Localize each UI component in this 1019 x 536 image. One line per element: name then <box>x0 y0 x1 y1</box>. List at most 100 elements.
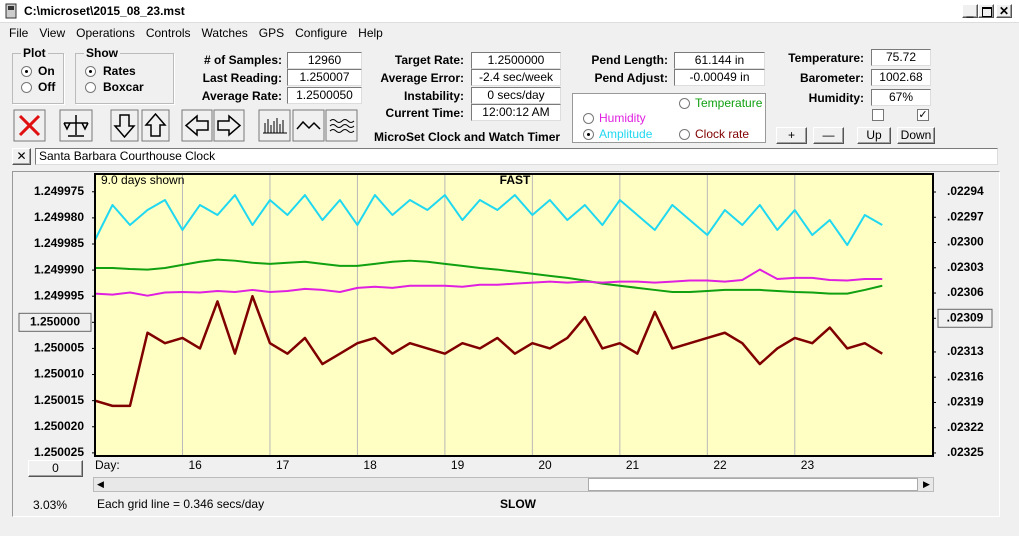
right-button[interactable] <box>213 109 245 142</box>
y2-tick-label: .02303 <box>947 260 984 274</box>
line-button[interactable] <box>292 109 325 142</box>
field-value: 61.144 in <box>674 52 765 69</box>
y2-tick-label: .02316 <box>947 369 984 383</box>
menu-item[interactable]: View <box>39 26 66 40</box>
left-button[interactable] <box>181 109 213 142</box>
field-label: Last Reading: <box>202 71 282 85</box>
series-radio[interactable] <box>583 129 594 140</box>
up-button[interactable] <box>141 109 170 142</box>
clear-button[interactable]: ✕ <box>12 148 31 165</box>
radio[interactable] <box>85 82 96 93</box>
menu-item[interactable]: GPS <box>258 26 285 40</box>
x-tick-label: 23 <box>801 458 815 472</box>
series-line <box>94 294 883 408</box>
field-value: 12960 <box>287 52 362 69</box>
series-radio[interactable] <box>583 113 594 124</box>
y-tick-label: 1.249980 <box>34 210 84 224</box>
menu-bar: File View Operations Controls Watches GPS Conf… <box>9 26 394 40</box>
series-radio[interactable] <box>679 98 690 109</box>
radio-label[interactable]: On <box>38 64 55 78</box>
field-label: Pend Adjust: <box>594 71 668 85</box>
x-tick-label: 20 <box>538 458 552 472</box>
field-value: -2.4 sec/week <box>471 69 561 86</box>
field-label: Target Rate: <box>394 53 464 67</box>
field-value: 1002.68 <box>871 69 931 86</box>
series-line <box>94 194 883 247</box>
series-name[interactable]: Temperature <box>695 96 763 110</box>
scroll-thumb[interactable] <box>588 478 918 491</box>
app-caption: MicroSet Clock and Watch Timer <box>374 130 561 144</box>
series-name[interactable]: Clock rate <box>695 127 750 141</box>
series-line <box>95 258 883 295</box>
y2-tick-label: .02297 <box>947 209 984 223</box>
checkbox[interactable]: ✓ <box>917 109 929 121</box>
close-button[interactable]: ✕ <box>996 4 1012 18</box>
field-label: Current Time: <box>385 106 464 120</box>
field-label: Instability: <box>403 89 464 103</box>
fast-label: FAST <box>500 173 531 187</box>
menu-item[interactable]: File <box>9 26 29 40</box>
y-tick-label: 1.250000 <box>30 314 80 328</box>
radio[interactable] <box>85 66 96 77</box>
button[interactable]: Up <box>857 127 891 144</box>
button[interactable]: Down <box>897 127 935 144</box>
field-label: # of Samples: <box>203 53 282 67</box>
y2-center-button[interactable] <box>937 308 993 328</box>
field-value: 1.2500000 <box>471 52 561 69</box>
group-title: Plot <box>21 46 48 60</box>
series-name[interactable]: Humidity <box>599 111 646 125</box>
wave-button[interactable] <box>325 109 358 142</box>
radio-label[interactable]: Boxcar <box>103 80 144 94</box>
y2-tick-label: .02300 <box>947 235 984 249</box>
toolbar <box>13 109 358 142</box>
menu-item[interactable]: Help <box>358 26 383 40</box>
menu-item[interactable]: Watches <box>201 26 248 40</box>
button[interactable]: — <box>813 127 844 144</box>
balance-button[interactable] <box>59 109 93 142</box>
radio-label[interactable]: Rates <box>103 64 136 78</box>
group-title: Show <box>84 46 120 60</box>
x-tick-label: 19 <box>451 458 465 472</box>
button[interactable]: + <box>776 127 807 144</box>
radio[interactable] <box>21 82 32 93</box>
checkbox[interactable] <box>872 109 884 121</box>
menu-item[interactable]: Controls <box>145 26 191 40</box>
field-value: 1.250007 <box>287 69 362 86</box>
stop-button[interactable] <box>13 109 46 142</box>
scrollbar[interactable]: ◀ ▶ <box>93 477 934 492</box>
y-center-button[interactable] <box>18 312 92 332</box>
menu-item[interactable]: Configure <box>295 26 348 40</box>
chart: 16 17 18 19 20 21 22 23 Day: 9.0 days shown FAST SL… <box>18 173 993 511</box>
y2-tick-label: .02319 <box>947 395 984 409</box>
app-icon <box>5 3 17 19</box>
window-title: C:\microset\2015_08_23.mst <box>24 4 185 18</box>
menu-item[interactable]: Operations <box>76 26 135 40</box>
series-radio[interactable] <box>679 129 690 140</box>
series-line <box>94 268 883 297</box>
chart-panel <box>12 171 1000 517</box>
field-value: 75.72 <box>871 49 931 66</box>
field-label: Temperature: <box>788 51 864 65</box>
plot-area <box>95 174 933 456</box>
y2-tick-label: .02322 <box>947 420 984 434</box>
field-value: 67% <box>871 89 931 106</box>
zero-button[interactable]: 0 <box>28 460 83 477</box>
radio-label[interactable]: Off <box>38 80 56 94</box>
field-label: Humidity: <box>808 91 864 105</box>
field-label: Pend Length: <box>591 53 668 67</box>
series-name[interactable]: Amplitude <box>599 127 653 141</box>
x-tick-label: 16 <box>188 458 202 472</box>
title-bar: C:\microset\2015_08_23.mst _ ✕ <box>0 0 1019 23</box>
down-button[interactable] <box>110 109 139 142</box>
field-label: Average Error: <box>380 71 464 85</box>
maximize-button[interactable] <box>978 4 994 18</box>
plot-group: Plot <box>12 46 64 104</box>
radio[interactable] <box>21 66 32 77</box>
minimize-button[interactable]: _ <box>962 4 978 18</box>
field-value: 1.2500050 <box>287 87 362 104</box>
field-value: 0 secs/day <box>471 87 561 104</box>
clock-name-field[interactable]: Santa Barbara Courthouse Clock <box>35 148 998 165</box>
y2-tick-label: .02325 <box>947 445 984 459</box>
bars-button[interactable] <box>258 109 291 142</box>
